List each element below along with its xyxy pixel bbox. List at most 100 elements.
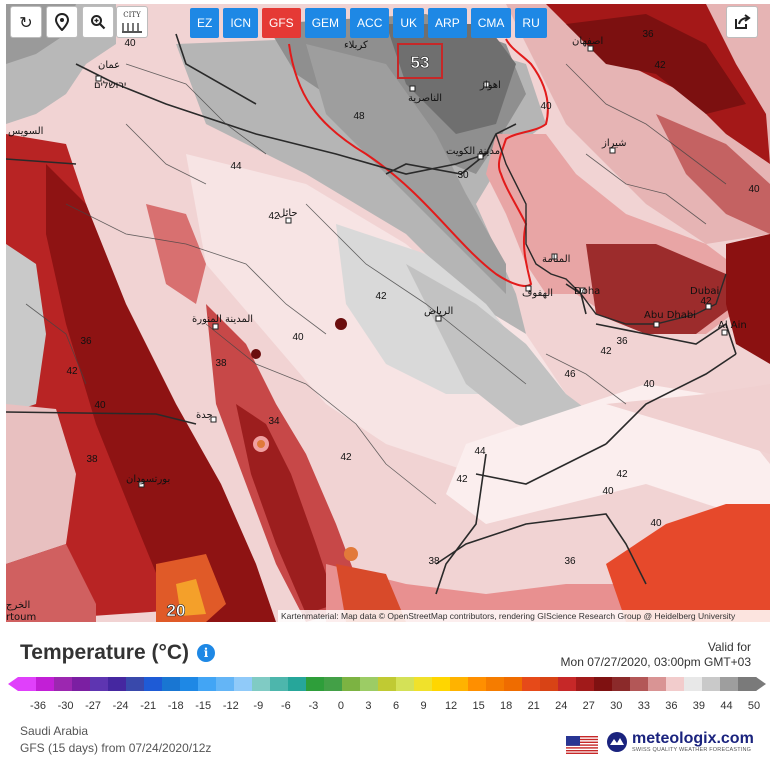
isotherm-label: 36 <box>564 556 576 567</box>
isotherm-label: 46 <box>564 369 576 380</box>
scale-tick-label: 27 <box>582 700 595 712</box>
scale-tick-label: 33 <box>637 700 650 712</box>
city-label: حائل <box>278 208 298 219</box>
scale-swatch <box>648 677 667 691</box>
scale-swatch <box>468 677 487 691</box>
scale-tick-label: -21 <box>140 700 157 712</box>
model-button-gfs[interactable]: GFS <box>262 8 301 38</box>
model-button-ru[interactable]: RU <box>515 8 547 38</box>
isotherm-label: 40 <box>602 486 614 497</box>
scale-tick-label: -3 <box>308 700 319 712</box>
city-label: المنامة <box>542 254 570 265</box>
locate-button[interactable] <box>46 6 78 38</box>
scale-swatch <box>504 677 523 691</box>
scale-swatch <box>558 677 577 691</box>
isotherm-label: 42 <box>456 474 468 485</box>
us-flag-icon[interactable] <box>566 736 598 754</box>
scale-tick-label: -9 <box>253 700 264 712</box>
scale-tick-label: -30 <box>57 700 74 712</box>
scale-swatch <box>576 677 595 691</box>
model-button-arp[interactable]: ARP <box>428 8 467 38</box>
model-button-uk[interactable]: UK <box>393 8 425 38</box>
isotherm-label: 38 <box>428 556 440 567</box>
isotherm-label: 42 <box>700 296 712 307</box>
reload-icon: ↻ <box>19 12 33 32</box>
city-label: الناصرية <box>408 93 442 104</box>
meteologix-logo-icon <box>607 732 627 752</box>
city-label: بورتسودان <box>126 474 170 485</box>
scale-tick-label: 3 <box>365 700 372 712</box>
isotherm-label: 40 <box>643 379 655 390</box>
isotherm-label: 48 <box>353 111 365 122</box>
map-attribution: Kartenmaterial: Map data © OpenStreetMap… <box>278 610 770 622</box>
city-label: اهواز <box>479 80 501 91</box>
scale-left-arrow <box>8 677 18 691</box>
isotherm-label: 30 <box>457 170 469 181</box>
scale-swatch <box>198 677 217 691</box>
scale-swatch <box>216 677 235 691</box>
city-label: جدة <box>196 410 213 421</box>
scale-swatch <box>270 677 289 691</box>
scale-tick-label: -15 <box>195 700 212 712</box>
model-button-acc[interactable]: ACC <box>350 8 390 38</box>
zoom-button[interactable] <box>82 6 114 38</box>
temperature-map[interactable]: 53 20 40 48 44 42 30 40 36 42 40 42 40 3… <box>6 4 770 622</box>
isotherm-label: 36 <box>642 29 654 40</box>
isotherm-label: 40 <box>748 184 760 195</box>
city-label: السويس <box>8 126 43 137</box>
corner-value-label: 20 <box>167 601 186 620</box>
isotherm-label: 40 <box>540 101 552 112</box>
scale-swatch <box>450 677 469 691</box>
title-row: Temperature (°C) i <box>20 641 216 665</box>
reload-button[interactable]: ↻ <box>10 6 42 38</box>
brand[interactable]: meteologix.com SWISS QUALITY WEATHER FOR… <box>606 731 754 753</box>
scale-swatch <box>36 677 55 691</box>
city-label: كربلاء <box>344 40 368 51</box>
scale-swatch <box>612 677 631 691</box>
isotherm-label: 42 <box>268 211 280 222</box>
scale-swatch <box>252 677 271 691</box>
scale-tick-label: 39 <box>692 700 706 712</box>
scale-tick-label: 6 <box>392 700 400 712</box>
scale-swatch <box>288 677 307 691</box>
scale-tick-label: 36 <box>665 700 678 712</box>
scale-tick-label: 18 <box>500 700 513 712</box>
model-button-gem[interactable]: GEM <box>304 8 347 38</box>
isotherm-label: 42 <box>66 366 78 377</box>
scale-swatch <box>414 677 433 691</box>
city-label: Abu Dhabi <box>644 310 696 321</box>
scale-tick-label: 9 <box>420 700 427 712</box>
scale-tick-label: -6 <box>280 700 291 712</box>
scale-swatch <box>144 677 163 691</box>
scale-swatch <box>126 677 145 691</box>
city-label: Al Ain <box>718 320 747 331</box>
scale-swatch <box>342 677 361 691</box>
scale-swatch <box>432 677 451 691</box>
model-button-icn[interactable]: ICN <box>223 8 259 38</box>
valid-for: Valid for Mon 07/27/2020, 03:00pm GMT+03 <box>561 640 751 670</box>
scale-tick-label: -18 <box>167 700 184 712</box>
model-button-ez[interactable]: EZ <box>190 8 220 38</box>
isotherm-label: 44 <box>474 446 486 457</box>
brand-name: meteologix.com <box>632 730 754 747</box>
scale-tick-label: 44 <box>720 700 733 712</box>
model-selector: EZ ICN GFS GEM ACC UK ARP CMA RU <box>190 8 547 38</box>
parameter-title: Temperature (°C) <box>20 641 190 664</box>
share-button[interactable] <box>726 6 758 38</box>
share-icon <box>735 14 751 29</box>
city-toggle-button[interactable]: CITY <box>116 6 148 38</box>
isotherm-label: 38 <box>215 358 227 369</box>
scale-swatch <box>324 677 343 691</box>
isotherm-label: 42 <box>654 60 666 71</box>
scale-tick-label: 30 <box>610 700 623 712</box>
model-button-cma[interactable]: CMA <box>470 8 512 38</box>
scale-swatch <box>360 677 379 691</box>
isotherm-label: 40 <box>650 518 662 529</box>
city-label: Dubai <box>690 286 719 297</box>
scale-swatch <box>180 677 199 691</box>
scale-tick-label: 12 <box>444 700 458 712</box>
info-icon[interactable]: i <box>197 644 216 662</box>
zoom-icon <box>91 15 106 30</box>
map-pin-icon <box>55 13 69 31</box>
